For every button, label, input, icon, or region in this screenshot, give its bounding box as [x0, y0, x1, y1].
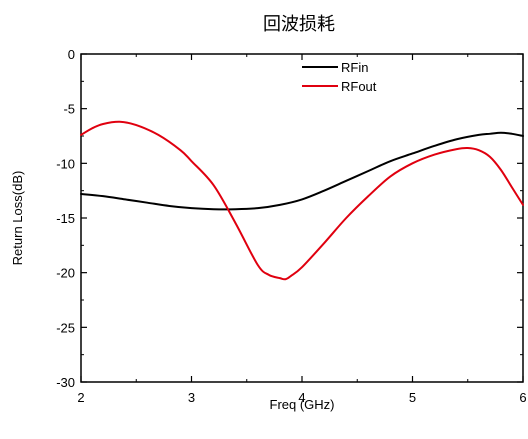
- y-axis-title: Return Loss(dB): [10, 171, 25, 266]
- legend-label-rfout: RFout: [341, 79, 377, 94]
- plot-area: 2 3 4 5 6 0 -5 -10 -15 -20 -25 -30: [56, 47, 526, 405]
- plot-frame: [80, 53, 524, 383]
- y-tick-label: -25: [56, 320, 75, 335]
- x-tick-label: 6: [519, 390, 526, 405]
- y-axis-ticks: 0 -5 -10 -15 -20 -25 -30: [56, 47, 523, 390]
- series-line-rfout: [80, 120, 524, 281]
- x-tick-label: 5: [409, 390, 416, 405]
- legend-label-rfin: RFin: [341, 60, 368, 75]
- x-axis-title: Freq (GHz): [270, 397, 335, 412]
- x-axis-ticks: 2 3 4 5 6: [77, 54, 527, 405]
- legend: RFin RFout: [302, 60, 377, 94]
- x-tick-label: 3: [188, 390, 195, 405]
- chart-title: 回波损耗: [263, 14, 335, 35]
- y-tick-label: -15: [56, 211, 75, 226]
- x-tick-label: 2: [77, 390, 84, 405]
- series-line-rfin: [80, 131, 524, 211]
- y-tick-label: -20: [56, 266, 75, 281]
- y-tick-label: -10: [56, 156, 75, 171]
- series-layer: [80, 120, 524, 281]
- y-tick-label: -30: [56, 375, 75, 390]
- y-tick-label: -5: [63, 102, 75, 117]
- y-tick-label: 0: [68, 47, 75, 62]
- x-tick-label: 4: [298, 390, 305, 405]
